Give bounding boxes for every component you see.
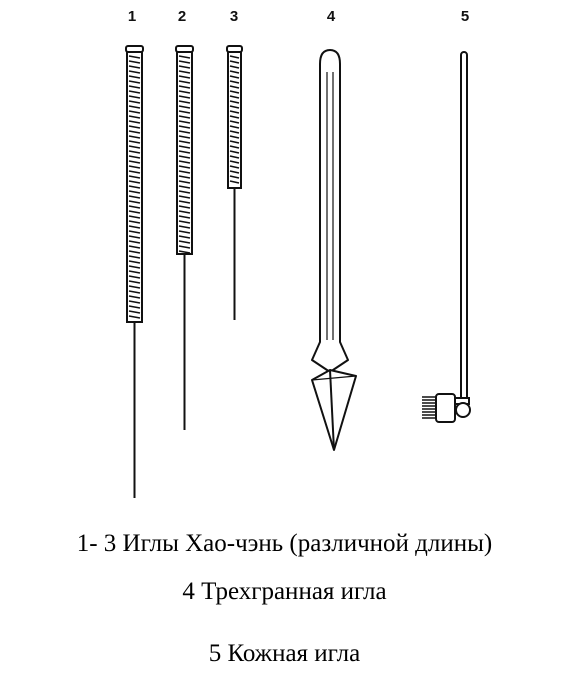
- needle-number-5: 5: [460, 8, 470, 25]
- needle-number-2: 2: [177, 8, 187, 25]
- caption-three-edged-needle: 4 Трехгранная игла: [182, 578, 387, 605]
- filiform-needle-medium-icon: [175, 45, 194, 430]
- needles-figure: 1 2 3 4 5: [125, 8, 471, 498]
- needle-number-4: 4: [326, 8, 336, 25]
- cutaneous-needle-icon: [422, 51, 471, 423]
- needle-number-1: 1: [127, 8, 137, 25]
- three-edged-needle-icon: [311, 49, 357, 451]
- needles-drawing: [125, 45, 471, 498]
- caption-cutaneous-needle: 5 Кожная игла: [208, 640, 361, 667]
- caption-filiform-needles: 1- 3 Иглы Хао-чэнь (различной длины): [76, 530, 493, 557]
- filiform-needle-long-icon: [125, 45, 144, 498]
- filiform-needle-short-icon: [226, 45, 243, 320]
- needle-number-3: 3: [229, 8, 239, 25]
